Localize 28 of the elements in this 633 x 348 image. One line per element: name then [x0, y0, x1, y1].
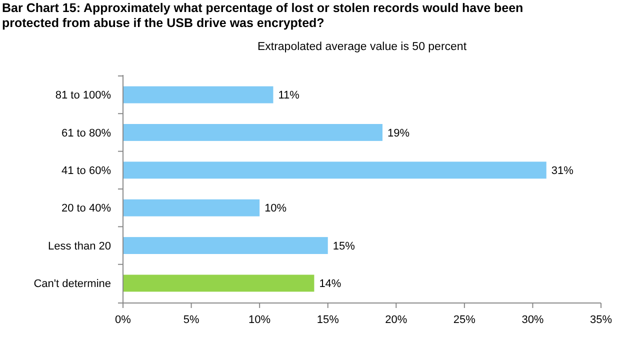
x-tick-label: 10%: [248, 314, 271, 326]
x-tick-label: 5%: [183, 314, 200, 326]
data-label: 11%: [278, 90, 300, 102]
y-tick-label: 81 to 100%: [55, 90, 112, 102]
data-label: 15%: [332, 240, 356, 252]
x-tick-label: 25%: [453, 314, 476, 326]
y-tick-label: Less than 20: [48, 240, 111, 252]
x-tick-label: 30%: [522, 314, 544, 326]
chart-subtitle: Extrapolated average value is 50 percent: [257, 41, 468, 53]
data-label: 19%: [387, 127, 410, 140]
y-tick-label: 41 to 60%: [61, 165, 112, 178]
bar: [123, 274, 314, 292]
data-label: 31%: [551, 165, 574, 178]
bar: [123, 86, 274, 104]
bar: [123, 162, 546, 179]
bar: [123, 199, 260, 216]
y-tick-label: Can't determine: [34, 278, 111, 290]
bar: [123, 124, 382, 141]
x-tick-label: 15%: [316, 314, 340, 326]
data-label: 14%: [319, 278, 342, 290]
x-tick-label: 35%: [590, 314, 612, 326]
x-tick-label: 20%: [385, 314, 408, 326]
bar: [123, 237, 328, 254]
data-label: 10%: [264, 202, 287, 215]
chart-title: Bar Chart 15: Approximately what percentage of lost or stolen records would have been protected from abuse if the USB drive was encrypted?: [2, 1, 524, 30]
y-tick-label: 20 to 40%: [61, 202, 112, 215]
x-tick-label: 0%: [115, 314, 132, 326]
y-tick-label: 61 to 80%: [61, 127, 112, 140]
